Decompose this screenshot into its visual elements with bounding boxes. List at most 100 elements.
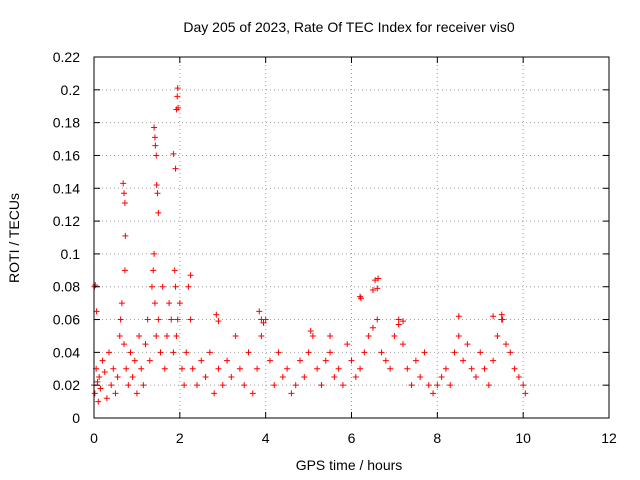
data-point <box>421 349 428 356</box>
data-point <box>174 316 181 323</box>
data-point <box>151 300 158 307</box>
data-point <box>171 267 178 274</box>
data-point <box>430 390 437 397</box>
data-point <box>224 357 231 364</box>
data-point <box>412 357 419 364</box>
data-point <box>331 373 338 380</box>
data-point <box>215 365 222 372</box>
data-point <box>211 390 218 397</box>
data-point <box>357 365 364 372</box>
data-point <box>151 124 158 131</box>
data-point <box>150 267 157 274</box>
data-point <box>260 319 267 326</box>
data-point <box>153 332 160 339</box>
data-point <box>189 365 196 372</box>
data-point <box>175 104 182 111</box>
data-point <box>352 373 359 380</box>
data-point <box>301 373 308 380</box>
data-point <box>318 382 325 389</box>
x-tick-label: 12 <box>601 430 617 446</box>
data-point <box>183 349 190 356</box>
data-point <box>121 200 128 207</box>
data-point <box>117 316 124 323</box>
y-tick-label: 0.22 <box>53 49 80 65</box>
data-point <box>292 382 299 389</box>
data-point <box>144 316 151 323</box>
data-point <box>490 313 497 320</box>
data-point <box>101 369 108 376</box>
data-point <box>245 349 252 356</box>
data-point <box>194 382 200 389</box>
y-tick-label: 0.1 <box>61 246 81 262</box>
data-point <box>118 300 125 307</box>
data-point <box>499 316 506 323</box>
data-point <box>121 267 128 274</box>
x-tick-labels: 0 2 4 6 8 10 12 <box>90 430 617 446</box>
data-point <box>106 349 113 356</box>
data-point <box>181 382 188 389</box>
data-point <box>129 373 136 380</box>
data-point <box>271 382 278 389</box>
data-point <box>153 181 160 188</box>
data-point <box>288 390 295 397</box>
data-point <box>96 373 103 380</box>
y-tick-label: 0.16 <box>53 147 80 163</box>
data-point <box>154 190 161 197</box>
data-point <box>236 365 243 372</box>
y-tick-label: 0.08 <box>53 279 80 295</box>
y-tick-labels: 0 0.02 0.04 0.06 0.08 0.1 0.12 0.14 0.16 0.18 0.2 0… <box>53 49 80 426</box>
data-point <box>455 332 462 339</box>
data-point <box>307 328 314 335</box>
data-point <box>215 318 222 325</box>
data-point <box>507 349 514 356</box>
data-point <box>455 313 462 320</box>
data-point <box>327 349 334 356</box>
data-point <box>138 365 145 372</box>
data-point <box>99 357 106 364</box>
y-tick-label: 0 <box>72 410 80 426</box>
data-point <box>131 357 138 364</box>
data-point <box>114 373 121 380</box>
data-point <box>391 332 398 339</box>
data-point <box>374 316 381 323</box>
data-point <box>123 365 130 372</box>
data-point <box>400 318 406 325</box>
data-point <box>374 285 381 292</box>
data-point <box>266 357 273 364</box>
data-point <box>258 332 265 339</box>
data-point <box>125 382 132 389</box>
data-point <box>395 321 402 328</box>
data-point <box>425 382 432 389</box>
data-point <box>121 341 128 348</box>
data-point <box>136 332 143 339</box>
data-point <box>369 324 376 331</box>
y-tick-label: 0.18 <box>53 115 80 131</box>
data-point <box>146 357 153 364</box>
data-point <box>166 300 173 307</box>
data-point <box>339 382 346 389</box>
data-point <box>309 332 316 339</box>
data-point <box>122 232 129 239</box>
data-point <box>120 180 127 187</box>
data-point <box>511 365 518 372</box>
data-point <box>173 332 180 339</box>
data-point <box>170 150 177 157</box>
x-tick-label: 0 <box>90 430 98 446</box>
data-point <box>152 142 159 149</box>
data-point <box>219 382 226 389</box>
data-point <box>481 365 488 372</box>
data-point <box>97 385 104 392</box>
data-point <box>151 250 158 257</box>
data-point <box>314 365 321 372</box>
data-point <box>110 365 117 372</box>
data-point <box>157 349 164 356</box>
data-point <box>249 390 256 397</box>
data-point <box>520 382 527 389</box>
data-point <box>172 165 179 172</box>
data-point <box>187 272 194 279</box>
data-point <box>417 373 424 380</box>
data-point <box>170 349 177 356</box>
data-point <box>327 332 334 339</box>
data-point <box>365 332 372 339</box>
data-point <box>103 395 110 402</box>
